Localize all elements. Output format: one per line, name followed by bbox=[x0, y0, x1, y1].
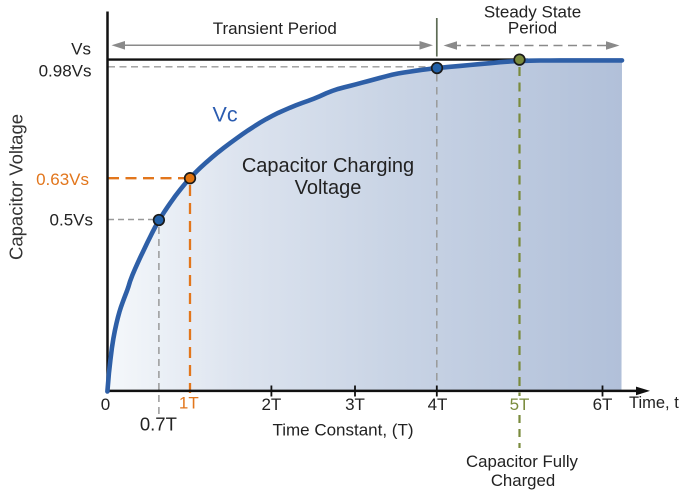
svg-text:1T: 1T bbox=[179, 394, 199, 413]
svg-text:Capacitor Fully: Capacitor Fully bbox=[466, 452, 579, 471]
svg-text:Transient Period: Transient Period bbox=[213, 19, 337, 38]
svg-text:3T: 3T bbox=[345, 395, 365, 414]
svg-text:0.7T: 0.7T bbox=[140, 414, 177, 435]
svg-text:Capacitor Voltage: Capacitor Voltage bbox=[6, 114, 27, 260]
svg-text:0.63Vs: 0.63Vs bbox=[36, 170, 89, 189]
svg-text:Voltage: Voltage bbox=[295, 177, 362, 199]
svg-text:0.5Vs: 0.5Vs bbox=[50, 211, 93, 230]
svg-text:Vs: Vs bbox=[71, 40, 91, 59]
svg-text:4T: 4T bbox=[428, 395, 448, 414]
svg-text:5T: 5T bbox=[510, 395, 530, 414]
svg-text:6T: 6T bbox=[593, 395, 613, 414]
svg-text:Time Constant, (T): Time Constant, (T) bbox=[272, 420, 413, 439]
svg-text:Charged: Charged bbox=[491, 471, 555, 490]
svg-text:Period: Period bbox=[508, 19, 557, 38]
svg-text:0.98Vs: 0.98Vs bbox=[39, 62, 92, 81]
svg-text:0: 0 bbox=[101, 395, 110, 414]
svg-text:Steady State: Steady State bbox=[484, 3, 581, 22]
svg-text:Capacitor Charging: Capacitor Charging bbox=[242, 155, 414, 177]
svg-text:Time, t: Time, t bbox=[629, 394, 679, 412]
svg-text:2T: 2T bbox=[261, 395, 281, 414]
svg-text:Vc: Vc bbox=[213, 102, 238, 126]
